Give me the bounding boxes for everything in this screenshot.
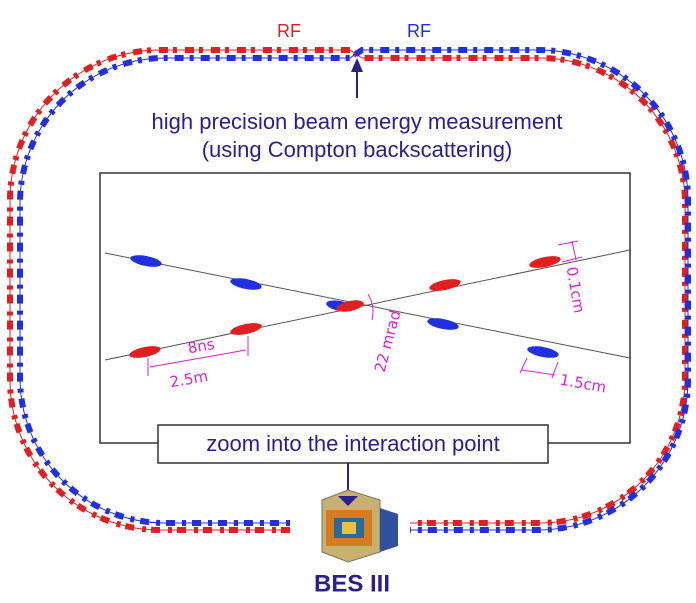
zoom-caption: zoom into the interaction point <box>206 431 500 456</box>
zoom-box <box>99 172 631 444</box>
detector-label: BES III <box>314 570 390 597</box>
measurement-text: (using Compton backscattering) <box>202 137 513 162</box>
rf-label: RF <box>277 21 301 41</box>
caption-box <box>157 424 549 464</box>
rf-label: RF <box>407 21 431 41</box>
dimension-label: 8ns <box>186 335 216 357</box>
storage-ring <box>7 46 691 533</box>
arrow-head <box>351 58 363 72</box>
beam-lines <box>104 249 631 361</box>
measurement-text: high precision beam energy measurement <box>152 109 563 134</box>
dimensions <box>147 240 583 379</box>
detector-icon <box>321 489 398 563</box>
